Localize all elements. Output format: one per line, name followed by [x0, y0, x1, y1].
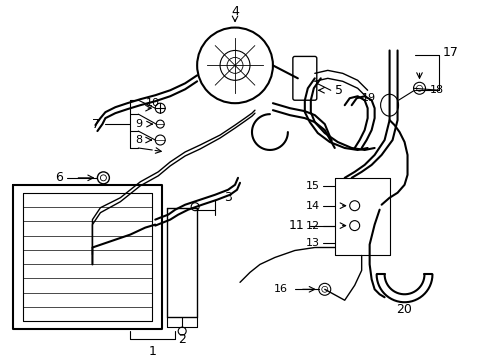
- Text: 2: 2: [178, 333, 186, 346]
- Text: 1: 1: [148, 345, 156, 357]
- Text: 19: 19: [361, 93, 375, 103]
- Text: 7: 7: [92, 118, 100, 131]
- Text: 12: 12: [305, 221, 319, 231]
- Text: 6: 6: [55, 171, 62, 184]
- Text: 3: 3: [224, 191, 231, 204]
- Text: 20: 20: [396, 303, 412, 316]
- Text: 9: 9: [135, 119, 142, 129]
- Text: 13: 13: [305, 238, 319, 248]
- Text: 14: 14: [305, 201, 319, 211]
- Text: 16: 16: [273, 284, 287, 294]
- Text: 15: 15: [305, 181, 319, 191]
- Text: 8: 8: [135, 135, 142, 145]
- Text: 17: 17: [442, 46, 457, 59]
- Text: 4: 4: [231, 5, 239, 18]
- Text: 18: 18: [428, 85, 443, 95]
- Text: 10: 10: [146, 98, 160, 108]
- Text: 11: 11: [288, 219, 304, 232]
- Text: 5: 5: [334, 84, 342, 97]
